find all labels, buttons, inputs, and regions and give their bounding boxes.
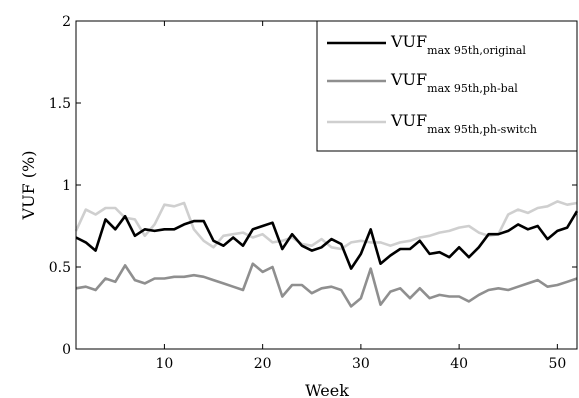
y-tick-label: 0.5 <box>49 260 71 276</box>
y-tick-label: 1 <box>62 178 71 194</box>
y-axis-label: VUF (%) <box>19 151 38 221</box>
y-tick-label: 0 <box>62 342 71 358</box>
x-tick-label: 10 <box>155 356 173 372</box>
x-tick-label: 40 <box>450 356 468 372</box>
x-tick-label: 20 <box>254 356 272 372</box>
series-line-1 <box>75 210 579 270</box>
x-axis-label: Week <box>305 381 349 398</box>
series-line-2 <box>75 262 578 308</box>
x-tick-label: 50 <box>548 356 566 372</box>
series-lines <box>74 200 579 308</box>
x-ticks: 10 20 30 40 50 <box>155 21 566 372</box>
y-tick-label: 2 <box>62 14 71 30</box>
y-tick-label: 1.5 <box>49 96 71 112</box>
x-tick-label: 30 <box>352 356 370 372</box>
